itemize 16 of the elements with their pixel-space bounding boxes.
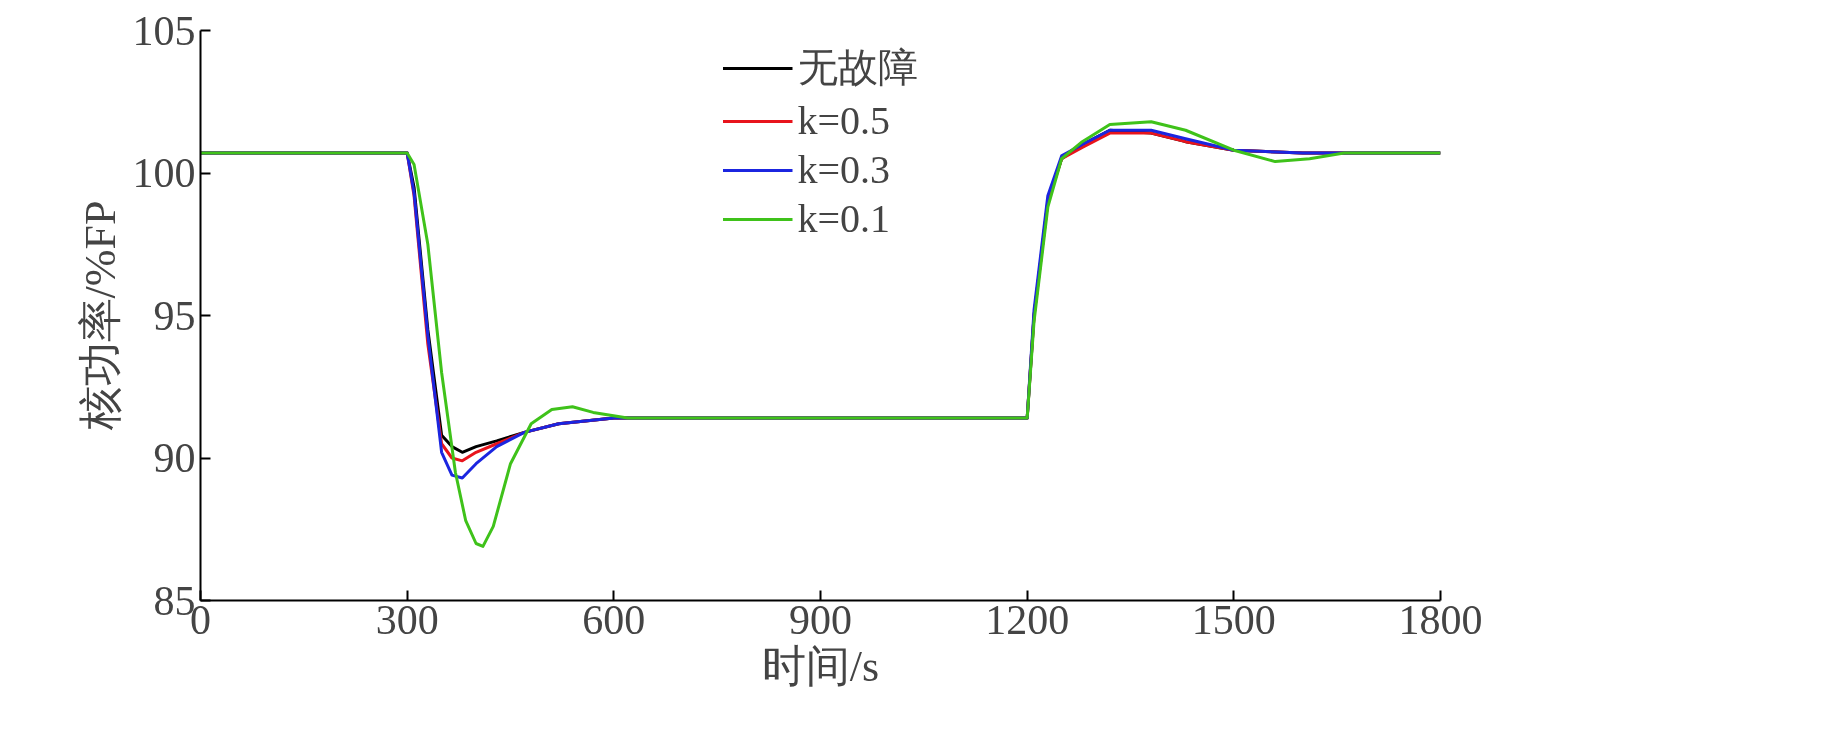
x-tick-label: 600 [582,596,646,643]
legend-label: 无故障 [797,44,918,92]
x-tick-label: 1800 [1398,596,1483,643]
x-tick-label: 900 [789,596,852,643]
x-tick-label: 1500 [1191,596,1276,643]
y-tick-label: 105 [132,7,196,54]
legend-label: k=0.5 [797,97,891,144]
x-axis-title: 时间/s [761,641,880,691]
x-tick-label: 300 [375,596,439,643]
x-tick-label: 1200 [985,596,1070,643]
legend-label: k=0.3 [797,146,891,193]
legend-label: k=0.1 [797,195,891,242]
y-axis-title: 核功率/%FP [75,200,125,432]
y-tick-label: 90 [153,435,196,481]
y-tick-label: 95 [153,292,196,339]
y-tick-label: 100 [132,150,196,196]
